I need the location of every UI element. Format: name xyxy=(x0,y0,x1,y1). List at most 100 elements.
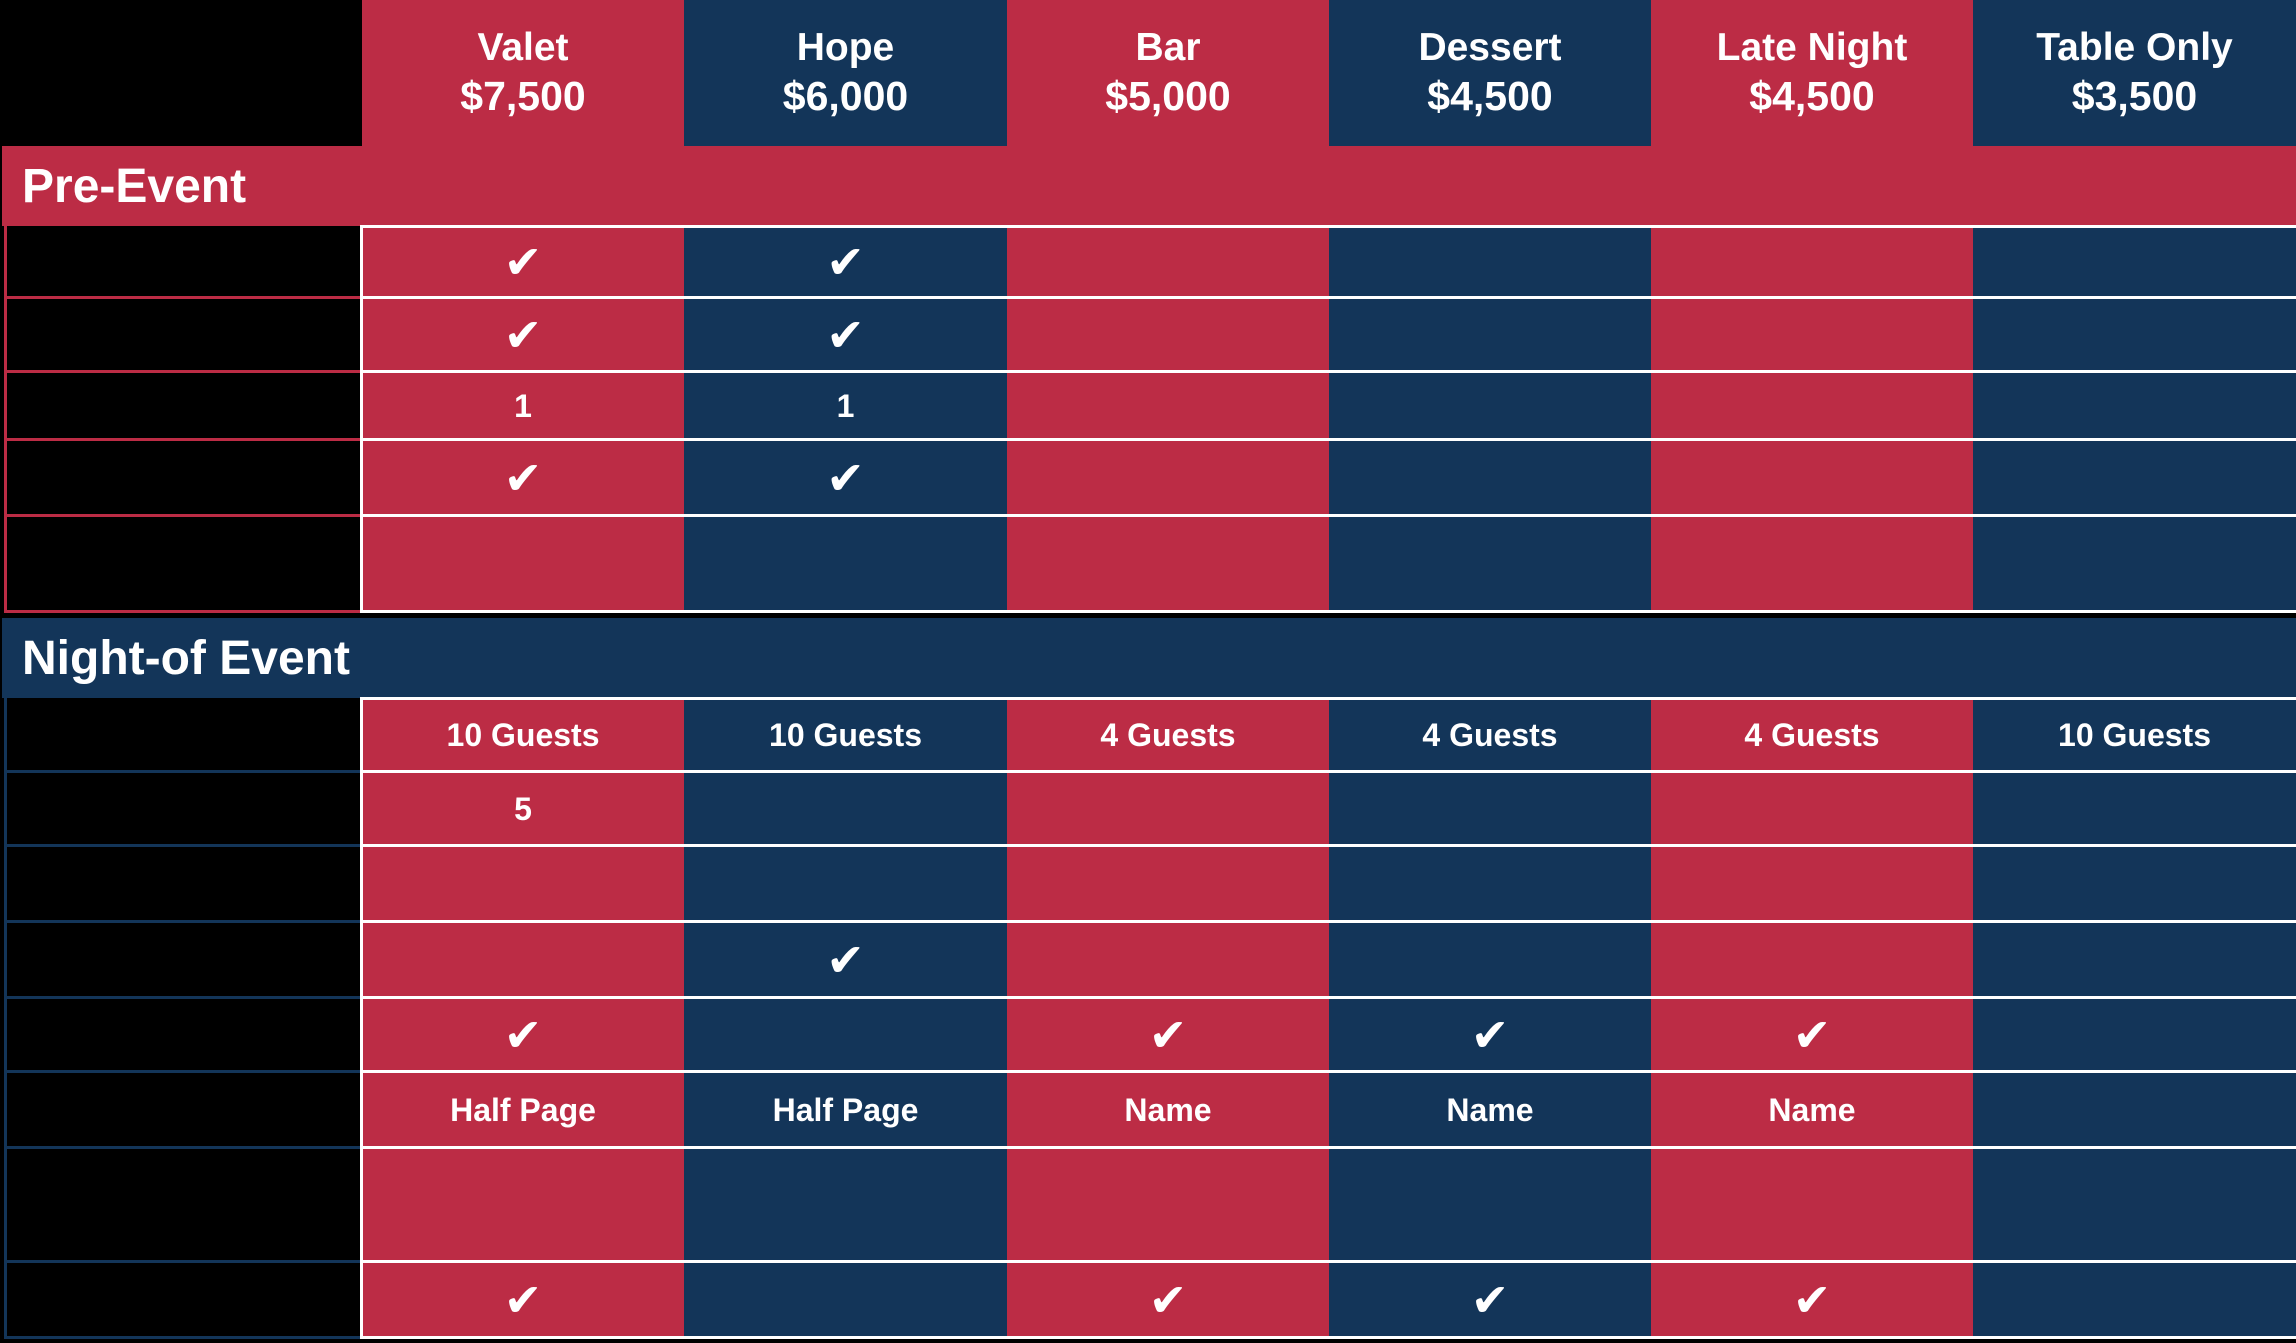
checkmark-icon: ✔ xyxy=(503,1008,543,1062)
label-row-divider xyxy=(4,1336,360,1339)
table-cell xyxy=(1973,772,2296,846)
tier-name: Hope xyxy=(796,26,895,69)
table-cell xyxy=(684,998,1007,1072)
tier-name: Dessert xyxy=(1418,26,1562,69)
cell-value: 4 Guests xyxy=(1100,716,1236,753)
tier-name: Valet xyxy=(477,26,569,69)
table-cell xyxy=(1007,922,1329,998)
label-row-divider xyxy=(4,996,360,999)
table-cell xyxy=(1007,372,1329,440)
cell-value: Half Page xyxy=(772,1091,919,1128)
cell-value: 4 Guests xyxy=(1422,716,1558,753)
tier-price: $4,500 xyxy=(1749,73,1875,119)
table-cell: ✔ xyxy=(684,440,1007,516)
table-cell xyxy=(362,516,684,612)
checkmark-icon: ✔ xyxy=(503,1273,543,1327)
label-row-divider xyxy=(4,1070,360,1073)
table-cell xyxy=(1973,372,2296,440)
table-cell xyxy=(1651,226,1973,298)
table-cell: ✔ xyxy=(362,998,684,1072)
table-cell: ✔ xyxy=(684,226,1007,298)
table-cell xyxy=(1973,922,2296,998)
table-cell xyxy=(1329,226,1651,298)
tier-column-hope xyxy=(684,226,1007,612)
table-cell: Half Page xyxy=(684,1072,1007,1148)
row-divider xyxy=(360,225,2296,228)
checkmark-icon: ✔ xyxy=(826,933,865,987)
label-row-divider xyxy=(4,610,360,613)
table-cell: 10 Guests xyxy=(362,698,684,772)
section-title: Night-of Event xyxy=(22,631,350,685)
label-row-divider xyxy=(4,438,360,441)
tier-column-late-night xyxy=(1651,226,1973,612)
table-cell: ✔ xyxy=(362,298,684,372)
table-cell: ✔ xyxy=(1329,998,1651,1072)
tier-column-bar xyxy=(1007,226,1329,612)
table-cell xyxy=(1329,372,1651,440)
checkmark-icon: ✔ xyxy=(826,451,865,505)
label-row-divider xyxy=(4,370,360,373)
checkmark-icon: ✔ xyxy=(1148,1008,1188,1062)
tier-column-valet xyxy=(362,698,684,1338)
table-cell: ✔ xyxy=(362,440,684,516)
grid-left-edge xyxy=(360,226,363,612)
table-cell xyxy=(1329,846,1651,922)
label-column-edge xyxy=(4,698,7,1338)
row-divider xyxy=(360,770,2296,773)
tier-column-hope xyxy=(684,698,1007,1338)
section-pre-event: Pre-Event xyxy=(2,146,2296,226)
table-cell xyxy=(1329,440,1651,516)
table-cell: ✔ xyxy=(684,922,1007,998)
row-divider xyxy=(360,438,2296,441)
row-divider xyxy=(360,996,2296,999)
cell-value: 10 Guests xyxy=(446,716,600,753)
label-row-divider xyxy=(4,1260,360,1263)
label-row-divider xyxy=(4,844,360,847)
table-cell xyxy=(1007,516,1329,612)
table-cell xyxy=(362,1148,684,1262)
row-divider xyxy=(360,844,2296,847)
cell-value: Name xyxy=(1446,1091,1534,1128)
checkmark-icon: ✔ xyxy=(1792,1273,1832,1327)
table-cell xyxy=(684,846,1007,922)
table-cell: 10 Guests xyxy=(1973,698,2296,772)
table-cell: ✔ xyxy=(1651,1262,1973,1338)
tier-price: $4,500 xyxy=(1427,73,1553,119)
table-cell: Half Page xyxy=(362,1072,684,1148)
table-cell xyxy=(1973,1072,2296,1148)
tier-column-late-night xyxy=(1651,698,1973,1338)
row-divider xyxy=(360,1146,2296,1149)
table-cell: 4 Guests xyxy=(1007,698,1329,772)
table-cell xyxy=(1007,1148,1329,1262)
table-cell xyxy=(1973,298,2296,372)
checkmark-icon: ✔ xyxy=(1148,1273,1188,1327)
label-row-divider xyxy=(4,514,360,517)
table-cell xyxy=(1329,772,1651,846)
section-title: Pre-Event xyxy=(22,159,247,213)
cell-value: 5 xyxy=(514,790,532,827)
row-divider xyxy=(360,514,2296,517)
table-cell: ✔ xyxy=(1007,998,1329,1072)
tier-header-hope: Hope $6,000 xyxy=(684,0,1007,146)
label-row-divider xyxy=(4,770,360,773)
table-cell xyxy=(362,846,684,922)
tier-column-valet xyxy=(362,226,684,612)
table-cell: Name xyxy=(1007,1072,1329,1148)
table-cell xyxy=(684,516,1007,612)
checkmark-icon: ✔ xyxy=(503,235,543,289)
table-cell: Name xyxy=(1329,1072,1651,1148)
label-row-divider xyxy=(4,1146,360,1149)
table-cell: 1 xyxy=(362,372,684,440)
table-cell xyxy=(1973,998,2296,1072)
table-cell xyxy=(1007,298,1329,372)
table-cell xyxy=(1329,1148,1651,1262)
cell-value: Name xyxy=(1124,1091,1212,1128)
checkmark-icon: ✔ xyxy=(826,308,865,362)
row-divider xyxy=(360,920,2296,923)
table-cell xyxy=(1007,226,1329,298)
table-cell: ✔ xyxy=(1651,998,1973,1072)
tier-header-late-night: Late Night $4,500 xyxy=(1651,0,1973,146)
tier-name: Late Night xyxy=(1716,26,1908,69)
tier-column-bar xyxy=(1007,698,1329,1338)
